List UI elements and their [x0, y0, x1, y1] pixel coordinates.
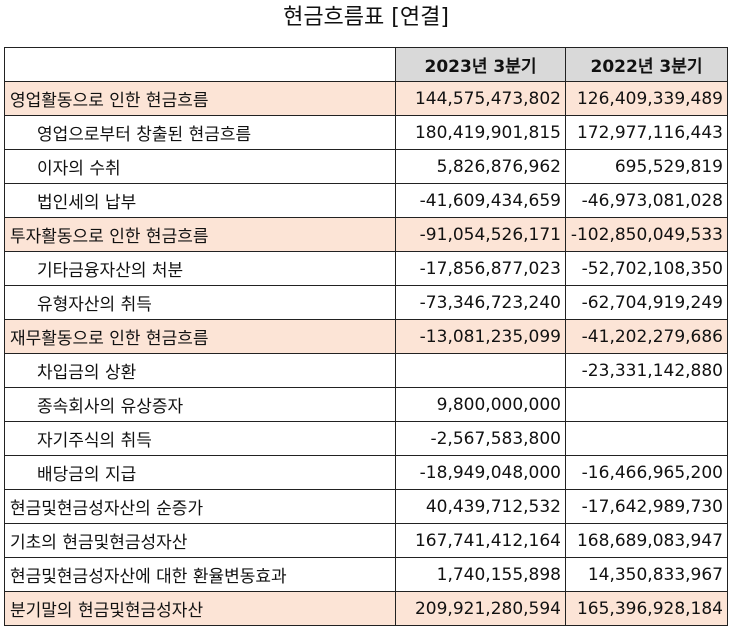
table-row: 투자활동으로 인한 현금흐름 -91,054,526,171 -102,850,04… [4, 217, 728, 252]
value-2022-q3: 126,409,339,489 [565, 81, 728, 116]
table-row: 영업활동으로 인한 현금흐름 144,575,473,802 126,409,339… [4, 81, 728, 116]
row-label: 차입금의 상환 [4, 353, 396, 388]
row-label: 투자활동으로 인한 현금흐름 [4, 217, 396, 252]
table-row: 배당금의 지급 -18,949,048,000 -16,466,965,200 [4, 455, 728, 490]
table-row: 분기말의 현금및현금성자산 209,921,280,594 165,396,928,… [4, 591, 728, 626]
table-row: 이자의 수취 5,826,876,962 695,529,819 [4, 149, 728, 184]
header-2023-q3: 2023년 3분기 [395, 47, 566, 82]
row-label: 자기주식의 취득 [4, 421, 396, 456]
row-label: 분기말의 현금및현금성자산 [4, 591, 396, 626]
table-row: 자기주식의 취득 -2,567,583,800 [4, 421, 728, 456]
table-row: 차입금의 상환 -23,331,142,880 [4, 353, 728, 388]
value-2022-q3: -41,202,279,686 [565, 319, 728, 354]
value-2023-q3: 180,419,901,815 [395, 115, 566, 150]
value-2023-q3: -91,054,526,171 [395, 217, 566, 252]
value-2022-q3: 168,689,083,947 [565, 523, 728, 558]
value-2023-q3: -41,609,434,659 [395, 183, 566, 218]
row-label: 영업으로부터 창출된 현금흐름 [4, 115, 396, 150]
table-row: 기타금융자산의 처분 -17,856,877,023 -52,702,108,350 [4, 251, 728, 286]
value-2023-q3: -13,081,235,099 [395, 319, 566, 354]
row-label: 재무활동으로 인한 현금흐름 [4, 319, 396, 354]
value-2023-q3: -17,856,877,023 [395, 251, 566, 286]
value-2022-q3: 695,529,819 [565, 149, 728, 184]
row-label: 기초의 현금및현금성자산 [4, 523, 396, 558]
table-row: 현금및현금성자산에 대한 환율변동효과 1,740,155,898 14,350,8… [4, 557, 728, 592]
table-row: 법인세의 납부 -41,609,434,659 -46,973,081,028 [4, 183, 728, 218]
row-label: 법인세의 납부 [4, 183, 396, 218]
value-2023-q3: 144,575,473,802 [395, 81, 566, 116]
value-2023-q3: 9,800,000,000 [395, 387, 566, 422]
row-label: 유형자산의 취득 [4, 285, 396, 320]
value-2022-q3: 165,396,928,184 [565, 591, 728, 626]
value-2023-q3: 209,921,280,594 [395, 591, 566, 626]
row-label: 현금및현금성자산에 대한 환율변동효과 [4, 557, 396, 592]
value-2023-q3: 1,740,155,898 [395, 557, 566, 592]
value-2023-q3: -18,949,048,000 [395, 455, 566, 490]
value-2023-q3: 5,826,876,962 [395, 149, 566, 184]
header-row: 2023년 3분기 2022년 3분기 [4, 47, 728, 82]
row-label: 종속회사의 유상증자 [4, 387, 396, 422]
value-2022-q3: -23,331,142,880 [565, 353, 728, 388]
row-label: 배당금의 지급 [4, 455, 396, 490]
value-2022-q3: 172,977,116,443 [565, 115, 728, 150]
header-2022-q3: 2022년 3분기 [565, 47, 728, 82]
value-2022-q3: -102,850,049,533 [565, 217, 728, 252]
row-label: 현금및현금성자산의 순증가 [4, 489, 396, 524]
value-2022-q3: -46,973,081,028 [565, 183, 728, 218]
table-row: 유형자산의 취득 -73,346,723,240 -62,704,919,249 [4, 285, 728, 320]
cash-flow-table: 2023년 3분기 2022년 3분기 영업활동으로 인한 현금흐름 144,57… [4, 47, 728, 626]
value-2022-q3 [565, 421, 728, 456]
table-row: 현금및현금성자산의 순증가 40,439,712,532 -17,642,989,7… [4, 489, 728, 524]
row-label: 이자의 수취 [4, 149, 396, 184]
table-row: 재무활동으로 인한 현금흐름 -13,081,235,099 -41,202,279… [4, 319, 728, 354]
value-2022-q3: -16,466,965,200 [565, 455, 728, 490]
value-2022-q3: 14,350,833,967 [565, 557, 728, 592]
table-row: 종속회사의 유상증자 9,800,000,000 [4, 387, 728, 422]
row-label: 기타금융자산의 처분 [4, 251, 396, 286]
value-2022-q3 [565, 387, 728, 422]
value-2023-q3 [395, 353, 566, 388]
value-2023-q3: -73,346,723,240 [395, 285, 566, 320]
value-2023-q3: 40,439,712,532 [395, 489, 566, 524]
table-row: 영업으로부터 창출된 현금흐름 180,419,901,815 172,977,11… [4, 115, 728, 150]
table-row: 기초의 현금및현금성자산 167,741,412,164 168,689,083,9… [4, 523, 728, 558]
row-label: 영업활동으로 인한 현금흐름 [4, 81, 396, 116]
value-2022-q3: -62,704,919,249 [565, 285, 728, 320]
value-2022-q3: -17,642,989,730 [565, 489, 728, 524]
table-title: 현금흐름표 [연결] [283, 5, 449, 30]
header-label-cell [4, 47, 396, 82]
value-2023-q3: 167,741,412,164 [395, 523, 566, 558]
value-2023-q3: -2,567,583,800 [395, 421, 566, 456]
value-2022-q3: -52,702,108,350 [565, 251, 728, 286]
